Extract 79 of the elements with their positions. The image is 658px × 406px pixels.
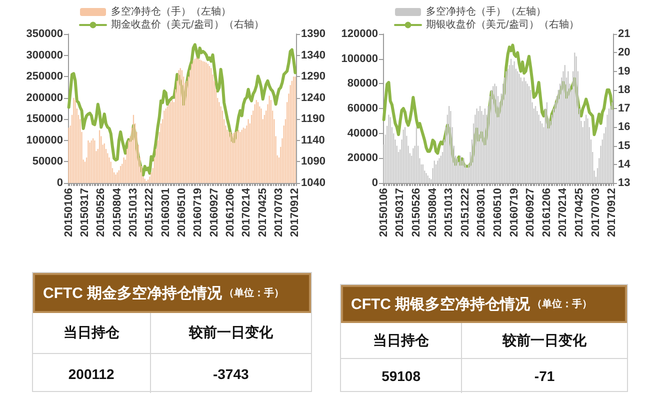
y-tick-label: 100000 (26, 134, 63, 146)
x-tick-label: 20160510 (176, 188, 188, 237)
y2-tick-label: 1040 (301, 177, 326, 189)
x-tick-label: 20170425 (574, 188, 586, 237)
text: 较前一日变化 (502, 332, 587, 350)
y-tick-label: 100000 (341, 52, 378, 65)
x-tick-label: 20170214 (240, 187, 253, 237)
y2-tick-label: 15 (618, 140, 630, 152)
y2-tick-label: 14 (618, 158, 632, 170)
x-tick-label: 20160927 (208, 188, 220, 237)
legend-label: 期金收盘价（美元/盎司）（右轴） (111, 18, 264, 30)
y2-tick-label: 1090 (301, 156, 326, 168)
y2-tick-label: 1190 (301, 113, 325, 126)
y-tick-label: 200000 (26, 92, 63, 104)
y2-tick-label: 1290 (301, 70, 326, 83)
x-tick-label: 20150106 (378, 188, 390, 237)
y-tick-label: 120000 (341, 28, 378, 40)
y-tick-label: 300000 (26, 49, 63, 62)
text: （单位：手） (532, 298, 592, 311)
text: 较前一日变化 (188, 324, 273, 342)
x-tick-label: 20150804 (426, 187, 439, 237)
x-tick-label: 20161206 (540, 188, 553, 237)
y2-tick-label: 19 (618, 65, 630, 78)
y-tick-label: 40000 (347, 127, 378, 140)
x-tick-label: 20151222 (144, 188, 156, 237)
x-tick-label: 20150804 (111, 187, 124, 237)
text: CFTC 期银多空净持仓情况 (351, 294, 530, 314)
text: 当日持仓 (373, 332, 430, 350)
y-tick-label: 150000 (26, 113, 63, 126)
x-tick-label: 20170214 (557, 187, 570, 237)
y-tick-label: 250000 (26, 70, 63, 83)
y2-tick-label: 1340 (301, 49, 326, 62)
text: -71 (534, 368, 555, 384)
x-tick-label: 20150526 (410, 188, 422, 237)
x-tick-label: 20170425 (256, 188, 269, 237)
x-tick-label: 20170703 (273, 188, 286, 237)
x-tick-label: 20160927 (524, 188, 537, 237)
text: 59108 (382, 368, 421, 384)
y2-tick-label: 1240 (301, 92, 326, 104)
text: 200112 (68, 366, 114, 382)
x-tick-label: 20150317 (78, 188, 91, 237)
legend-label: 期银收盘价（美元/盎司）（右轴） (426, 18, 579, 30)
y2-tick-label: 20 (618, 46, 630, 59)
x-tick-label: 20170703 (590, 188, 602, 237)
legend-label: 多空净持仓（手）（左轴） (111, 6, 231, 18)
x-tick-label: 20151013 (127, 188, 140, 237)
text: （单位：手） (224, 286, 284, 300)
x-tick-label: 20170912 (606, 188, 618, 237)
y2-tick-label: 21 (618, 28, 630, 40)
y-tick-label: 80000 (347, 78, 378, 90)
line-series (67, 43, 297, 176)
y2-tick-label: 16 (618, 121, 630, 134)
y-tick-label: 350000 (26, 28, 63, 40)
x-tick-label: 20160301 (160, 188, 172, 237)
x-tick-label: 20160301 (476, 188, 488, 237)
text: 当日持仓 (63, 324, 120, 342)
y2-tick-label: 17 (618, 102, 630, 114)
y-tick-label: 60000 (347, 102, 378, 114)
y-tick-label: 20000 (347, 152, 378, 164)
y2-tick-label: 18 (618, 84, 630, 96)
legend-label: 多空净持仓（手）（左轴） (426, 6, 546, 18)
y2-tick-label: 1390 (301, 28, 326, 40)
x-tick-label: 20161206 (224, 188, 237, 237)
x-tick-label: 20151013 (443, 188, 456, 237)
x-tick-label: 20150526 (95, 188, 108, 237)
y2-tick-label: 13 (618, 177, 630, 189)
x-tick-label: 20160719 (192, 188, 204, 237)
x-tick-label: 20170912 (289, 188, 302, 237)
x-tick-label: 20150317 (394, 188, 406, 237)
text: -3743 (212, 366, 249, 382)
y2-tick-label: 1140 (301, 134, 325, 146)
text: CFTC 期金多空净持仓情况 (43, 284, 222, 302)
x-tick-label: 20160719 (508, 188, 520, 237)
y-tick-label: 0 (372, 177, 378, 189)
x-tick-label: 20160510 (492, 188, 504, 237)
x-tick-label: 20151222 (459, 188, 472, 237)
y-tick-label: 0 (56, 177, 63, 189)
y-tick-label: 50000 (32, 156, 63, 168)
x-tick-label: 20150106 (62, 188, 75, 237)
